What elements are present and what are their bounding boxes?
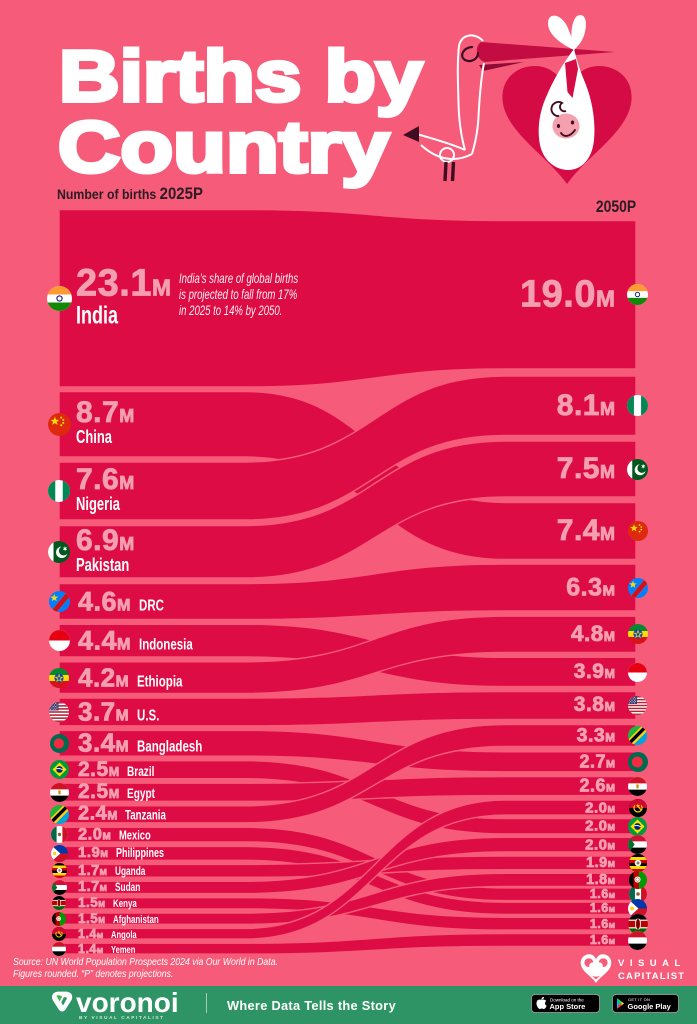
svg-text:GET IT ON: GET IT ON bbox=[628, 997, 650, 1002]
svg-text:Download on the: Download on the bbox=[550, 998, 584, 1003]
svg-text:App Store: App Store bbox=[550, 1002, 586, 1011]
svg-text:VISUAL: VISUAL bbox=[618, 958, 686, 969]
svg-text:BY VISUAL CAPITALIST: BY VISUAL CAPITALIST bbox=[79, 1015, 165, 1021]
svg-text:CAPITALIST: CAPITALIST bbox=[618, 971, 685, 982]
svg-text:Google Play: Google Play bbox=[628, 1002, 672, 1011]
svg-text:voronoi: voronoi bbox=[76, 989, 179, 1018]
